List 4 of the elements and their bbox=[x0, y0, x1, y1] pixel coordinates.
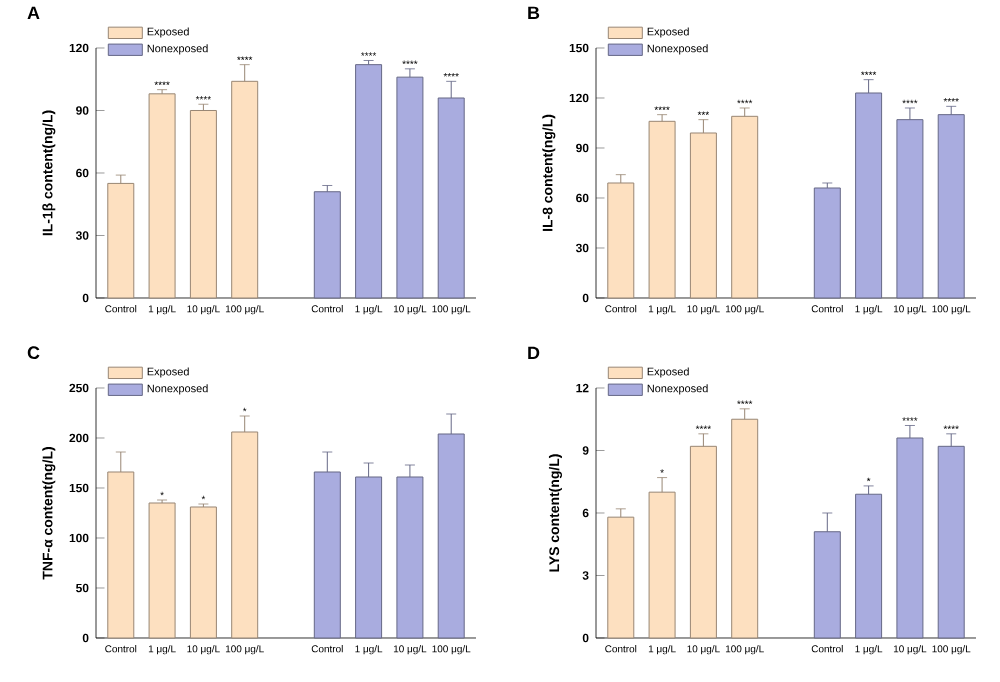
chart-title: C bbox=[27, 346, 40, 360]
chart-title: A bbox=[27, 6, 40, 19]
chart-title: D bbox=[528, 346, 540, 359]
chart-title: B bbox=[528, 6, 540, 19]
